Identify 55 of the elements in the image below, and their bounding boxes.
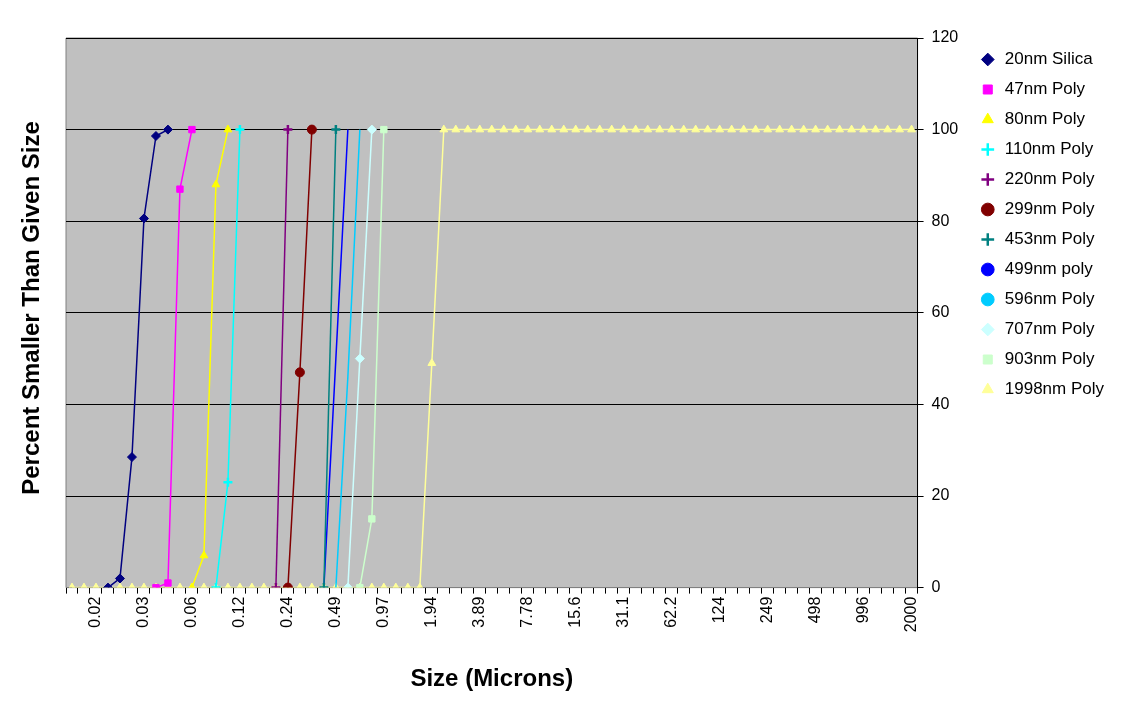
point — [114, 573, 125, 584]
point — [199, 550, 209, 559]
legend-label: 903nm Poly — [1004, 349, 1096, 369]
x-tick-label: 0.97 — [374, 596, 392, 628]
legend-label: 1998nm Poly — [1004, 379, 1105, 399]
point — [126, 452, 137, 463]
point — [211, 179, 221, 188]
x-tick-label: 0.12 — [230, 596, 248, 628]
x-tick-label: 62.2 — [662, 596, 680, 628]
legend-label: 453nm Poly — [1004, 229, 1096, 249]
legend-label: 110nm Poly — [1004, 139, 1094, 159]
y-tick-label: 40 — [931, 394, 950, 412]
legend-label: 47nm Poly — [1004, 79, 1086, 99]
point — [354, 353, 365, 364]
y-tick-label: 120 — [931, 28, 959, 46]
point — [368, 515, 376, 523]
point — [138, 213, 149, 224]
x-tick-label: 3.89 — [470, 596, 488, 628]
x-tick-label: 124 — [710, 596, 728, 624]
legend-label: 299nm Poly — [1004, 199, 1096, 219]
x-tick-label: 0.03 — [134, 596, 152, 628]
x-tick-label: 7.78 — [518, 596, 536, 628]
y-tick-label: 80 — [931, 211, 950, 229]
x-tick-label: 0.06 — [182, 596, 200, 628]
y-tick-label: 0 — [931, 578, 941, 596]
y-tick-label: 100 — [931, 120, 959, 138]
legend-label: 20nm Silica — [1004, 49, 1094, 69]
x-tick-label: 31.1 — [614, 596, 632, 628]
x-tick-label: 15.6 — [566, 596, 584, 628]
legend-label: 80nm Poly — [1004, 109, 1086, 129]
x-tick-label: 498 — [806, 596, 824, 624]
point — [176, 185, 184, 193]
legend-label: 220nm Poly — [1004, 169, 1096, 189]
legend-label: 596nm Poly — [1004, 289, 1096, 309]
y-tick-label: 60 — [931, 303, 950, 321]
point — [150, 131, 161, 142]
x-tick-label: 2000 — [901, 596, 919, 633]
x-tick-label: 0.24 — [278, 596, 296, 628]
point — [223, 124, 233, 133]
x-tick-label: 0.02 — [86, 596, 104, 628]
x-tick-label: 1.94 — [422, 596, 440, 628]
y-axis-title: Percent Smaller Than Given Size — [17, 121, 45, 495]
x-tick-label: 996 — [854, 596, 872, 624]
point — [162, 124, 173, 135]
x-tick-label: 249 — [758, 596, 776, 624]
point — [306, 124, 317, 135]
point — [188, 125, 196, 134]
point — [294, 367, 305, 378]
legend-label: 499nm poly — [1004, 259, 1094, 279]
point — [366, 124, 377, 135]
y-tick-label: 20 — [931, 486, 950, 504]
x-axis-title: Size (Microns) — [410, 664, 574, 692]
legend-label: 707nm Poly — [1004, 319, 1096, 339]
point — [380, 125, 388, 134]
x-tick-label: 0.49 — [326, 596, 344, 628]
